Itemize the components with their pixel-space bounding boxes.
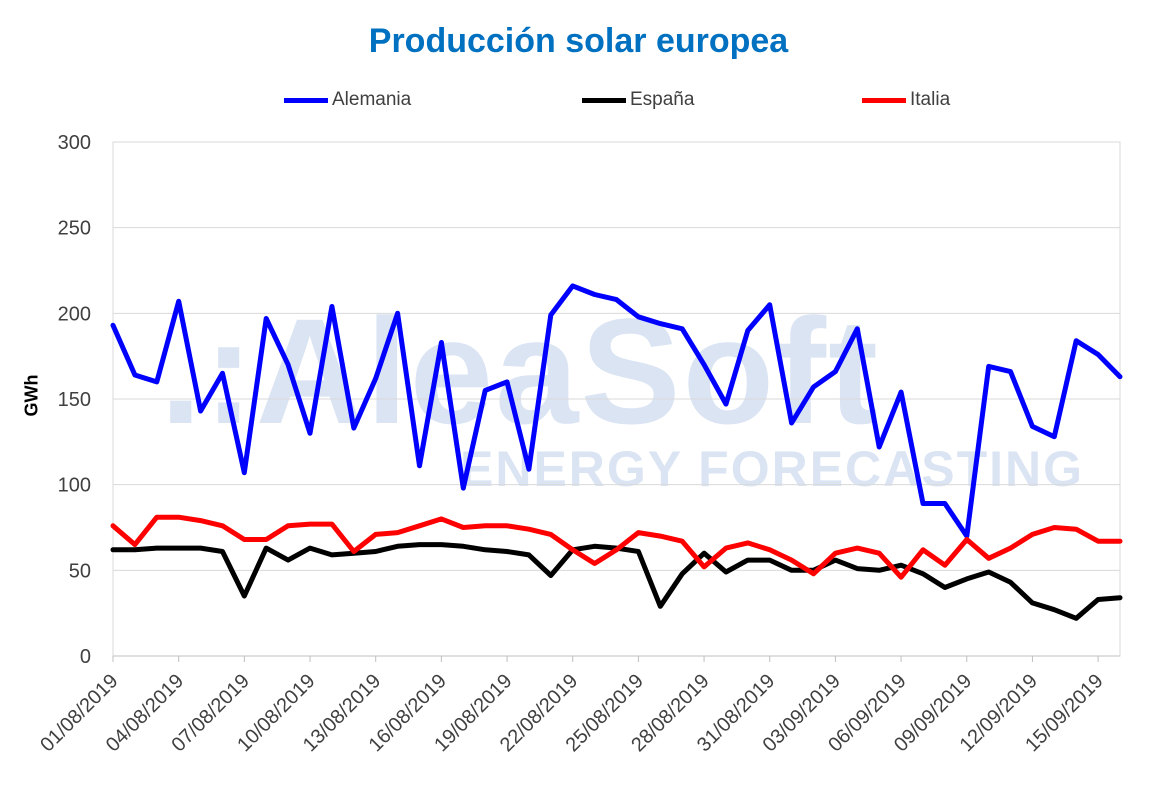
legend-label-alemania: Alemania — [332, 89, 412, 110]
chart-title: Producción solar europea — [368, 22, 789, 60]
legend-item-alemania: Alemania — [284, 88, 411, 112]
legend-item-espana: España — [582, 88, 694, 112]
y-tick-label: 150 — [58, 389, 91, 411]
y-tick-label: 50 — [69, 560, 91, 582]
y-tick-label: 250 — [58, 218, 91, 240]
series-line-alemania — [110, 283, 1123, 539]
legend-swatch-italia — [862, 97, 906, 103]
legend-label-italia: Italia — [910, 89, 951, 110]
y-tick-label: 100 — [58, 475, 91, 497]
series-line-espana — [110, 542, 1123, 621]
y-tick-label: 200 — [58, 303, 91, 325]
legend-swatch-alemania — [284, 97, 328, 103]
legend-label-espana: España — [630, 89, 695, 110]
y-tick-label: 300 — [58, 132, 91, 154]
y-tick-label: 0 — [80, 646, 91, 668]
series-line-italia — [110, 514, 1123, 580]
legend-item-italia: Italia — [862, 88, 950, 112]
legend-swatch-espana — [582, 97, 626, 103]
